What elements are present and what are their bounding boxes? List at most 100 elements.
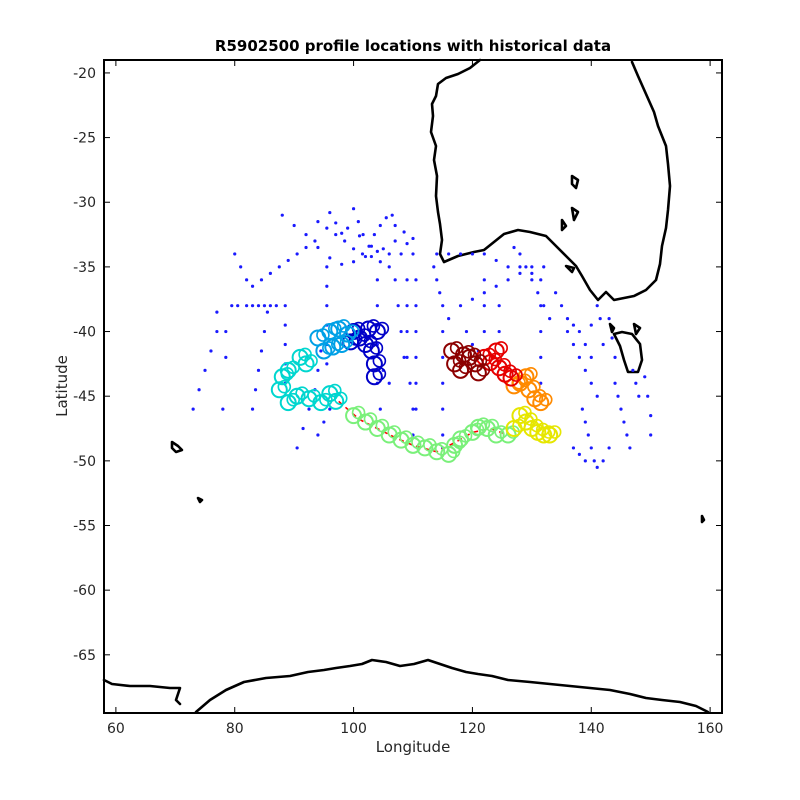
historical-profile-point <box>497 304 501 308</box>
historical-profile-point <box>375 278 379 282</box>
historical-profile-point <box>301 426 305 431</box>
historical-profile-point <box>346 226 350 230</box>
historical-profile-point <box>256 304 261 308</box>
historical-profile-point <box>607 446 611 450</box>
historical-profile-point <box>497 329 501 334</box>
historical-profile-point <box>393 223 397 228</box>
historical-profile-point <box>357 234 362 238</box>
historical-profile-point <box>265 310 270 314</box>
historical-profile-point <box>396 304 400 308</box>
historical-profile-point <box>432 265 436 269</box>
historical-profile-point <box>458 304 463 308</box>
chart-title: R5902500 profile locations with historic… <box>215 37 611 55</box>
island-kerguelen <box>170 440 184 454</box>
historical-profile-point <box>482 252 486 256</box>
y-tick-label: -55 <box>73 519 96 535</box>
y-tick-label: -50 <box>73 454 96 470</box>
historical-profile-point <box>598 317 602 321</box>
float-profile-marker-overlap <box>476 417 491 432</box>
historical-profile-point <box>441 407 445 411</box>
historical-profile-point <box>565 317 570 321</box>
historical-profile-point <box>414 304 418 308</box>
historical-profile-point <box>381 247 385 251</box>
historical-profile-point <box>554 291 558 295</box>
historical-profile-point <box>399 252 403 256</box>
axes-frame <box>103 59 723 714</box>
historical-profile-point <box>328 407 332 411</box>
y-tick-label: -65 <box>73 648 96 664</box>
island-gulf-1 <box>570 174 580 190</box>
historical-profile-point <box>356 220 360 224</box>
y-tick-label: -20 <box>73 66 96 82</box>
historical-profile-point <box>571 446 576 450</box>
float-profile-marker-overlap <box>280 367 295 381</box>
historical-profile-point <box>328 256 332 260</box>
historical-profile-point <box>408 381 412 385</box>
plot-background <box>104 60 722 713</box>
historical-profile-point <box>577 452 581 456</box>
x-axis: 60 80 100 120 140 160 <box>107 60 723 737</box>
historical-profile-point <box>595 394 599 398</box>
historical-profile-point <box>304 232 308 237</box>
historical-profile-point <box>577 329 581 334</box>
historical-profile-point <box>438 291 442 295</box>
float-profile-marker-overlap <box>372 367 387 381</box>
historical-profile-point <box>494 258 498 263</box>
island-gulf-3 <box>560 218 568 232</box>
historical-profile-point <box>351 260 356 264</box>
historical-profile-point <box>643 375 647 379</box>
historical-profile-point <box>518 271 522 275</box>
historical-profile-point <box>482 304 486 308</box>
historical-profile-point <box>613 355 617 360</box>
historical-profile-point <box>274 304 278 308</box>
historical-profile-point <box>316 245 320 250</box>
historical-profile-point <box>435 278 439 282</box>
historical-profile-point <box>402 230 406 234</box>
historical-profile-point <box>304 245 308 250</box>
historical-profile-point <box>625 433 629 437</box>
historical-profile-point <box>470 252 475 256</box>
y-axis: -20 -25 -30 -35 -40 -45 -50 -55 -60 -65 <box>73 66 722 664</box>
historical-profile-point <box>334 221 338 225</box>
historical-profile-point <box>390 213 394 217</box>
australia-coastline <box>429 58 672 302</box>
historical-profile-point <box>619 407 623 411</box>
historical-profile-point <box>325 362 329 366</box>
historical-profile-point <box>414 278 418 282</box>
historical-profile-point <box>601 459 605 463</box>
y-tick-label: -35 <box>73 260 96 276</box>
island-kangaroo <box>564 264 576 274</box>
historical-profile-point <box>586 433 590 437</box>
historical-profile-point <box>245 278 249 282</box>
historical-profile-point <box>441 355 445 360</box>
historical-profile-point <box>441 329 445 334</box>
float-profile-marker-overlap <box>339 334 354 349</box>
float-profile-marker-overlap <box>298 347 312 362</box>
historical-profile-point <box>482 278 486 282</box>
historical-profile-point <box>387 265 391 269</box>
float-profile-marker-overlap <box>369 341 384 355</box>
float-profile-marker-overlap <box>319 392 333 407</box>
tasmania-coastline <box>612 330 644 374</box>
float-profile-marker-overlap <box>524 367 538 381</box>
x-tick-label: 140 <box>578 721 605 737</box>
historical-profile-point <box>595 465 599 469</box>
historical-profile-point <box>646 394 650 398</box>
historical-profile-point <box>518 265 522 269</box>
historical-profile-point <box>236 304 240 308</box>
historical-profile-point <box>319 349 323 353</box>
historical-profile-point <box>518 252 522 256</box>
historical-profile-point <box>583 368 587 372</box>
island-king <box>608 322 616 334</box>
historical-profile-point <box>224 355 228 360</box>
antarctica-coastline <box>102 658 710 714</box>
historical-profile-point <box>295 252 299 256</box>
historical-profile-point <box>325 284 329 288</box>
historical-profile-point <box>393 278 397 282</box>
historical-profile-point <box>539 278 543 282</box>
historical-profile-point <box>539 355 543 360</box>
historical-profile-point <box>215 329 219 334</box>
historical-profile-point <box>571 342 576 347</box>
historical-profile-point <box>607 317 611 321</box>
x-tick-label: 120 <box>459 721 486 737</box>
